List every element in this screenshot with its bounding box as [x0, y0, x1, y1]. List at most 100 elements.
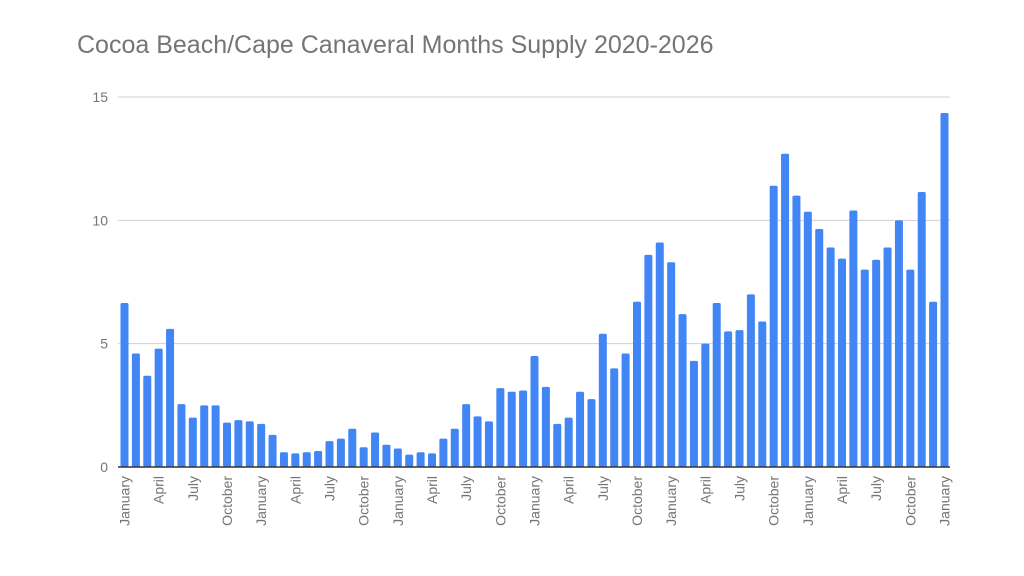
bar — [257, 423, 266, 467]
bar — [507, 391, 516, 467]
bar — [462, 404, 471, 467]
bar — [325, 441, 334, 467]
bar — [689, 360, 698, 467]
x-tick-label: January — [663, 476, 679, 526]
y-tick-label: 5 — [100, 336, 108, 352]
x-tick-label: April — [151, 476, 167, 504]
bar — [484, 421, 493, 467]
bar — [849, 210, 858, 467]
x-tick-label: October — [766, 476, 782, 526]
x-tick-label: April — [561, 476, 577, 504]
bar — [268, 434, 277, 467]
bar — [587, 399, 596, 467]
bar — [439, 438, 448, 467]
x-tick-label: July — [185, 476, 201, 501]
bar — [143, 375, 152, 467]
bar — [428, 453, 436, 467]
bar — [519, 390, 528, 467]
y-tick-label: 15 — [92, 89, 108, 105]
y-tick-label: 10 — [92, 212, 108, 228]
bar — [838, 258, 846, 467]
bar — [826, 247, 835, 467]
x-tick-label: October — [902, 476, 918, 526]
bar — [245, 421, 254, 467]
bar — [131, 353, 140, 467]
bar — [120, 302, 129, 467]
bar — [496, 388, 505, 467]
x-tick-label: July — [595, 476, 611, 501]
bar — [815, 228, 824, 467]
bar — [359, 447, 368, 467]
bar — [598, 333, 607, 467]
x-tick-label: January — [253, 476, 269, 526]
bar — [781, 153, 790, 467]
chart-title: Cocoa Beach/Cape Canaveral Months Supply… — [77, 31, 714, 59]
bar — [712, 302, 721, 467]
x-tick-label: October — [629, 476, 645, 526]
x-tick-label: January — [527, 476, 543, 526]
x-tick-label: April — [424, 476, 440, 504]
bar — [279, 452, 288, 467]
bar — [940, 113, 949, 468]
bar — [917, 191, 926, 467]
bar — [166, 328, 175, 467]
bar — [610, 368, 619, 467]
bar — [234, 420, 243, 467]
y-tick-label: 0 — [100, 459, 108, 475]
bar — [541, 386, 550, 467]
x-tick-label: January — [937, 476, 953, 526]
bar — [872, 259, 881, 467]
x-tick-label: January — [390, 476, 406, 526]
bar — [450, 428, 459, 467]
bar — [177, 404, 186, 467]
bar — [291, 453, 300, 467]
bar — [211, 405, 220, 467]
x-tick-label: July — [458, 476, 474, 501]
bar — [154, 348, 163, 467]
x-tick-label: January — [800, 476, 816, 526]
bar — [348, 428, 357, 467]
bar — [655, 242, 664, 467]
bar — [883, 247, 892, 467]
bar — [735, 330, 744, 467]
x-tick-label: April — [834, 476, 850, 504]
bar — [336, 438, 345, 467]
x-tick-label: January — [117, 476, 133, 526]
bar — [473, 416, 482, 467]
x-tick-label: October — [492, 476, 508, 526]
bar — [860, 269, 869, 467]
bar — [621, 353, 630, 467]
x-tick-label: April — [697, 476, 713, 504]
bar — [302, 452, 311, 467]
x-tick-label: October — [219, 476, 235, 526]
x-tick-label: July — [868, 476, 884, 501]
bar — [758, 321, 767, 467]
bar — [894, 220, 903, 467]
bar — [405, 454, 414, 467]
bar — [564, 417, 573, 467]
bar — [416, 452, 425, 467]
x-tick-label: April — [287, 476, 303, 504]
x-tick-label: October — [356, 476, 372, 526]
bar — [223, 422, 231, 467]
x-tick-label: July — [732, 476, 748, 501]
bar — [382, 444, 391, 467]
bar — [530, 356, 539, 467]
bar — [667, 262, 676, 467]
bar — [929, 301, 938, 467]
bar — [746, 294, 755, 467]
bar — [576, 391, 585, 467]
bar — [644, 254, 653, 467]
bar — [553, 423, 562, 467]
bar — [633, 301, 641, 467]
bar — [803, 211, 812, 467]
x-tick-label: July — [322, 476, 338, 501]
bar — [769, 185, 778, 468]
bar — [314, 450, 323, 467]
bar — [371, 432, 380, 467]
bar — [188, 417, 197, 467]
bar — [792, 195, 801, 467]
bar — [200, 405, 209, 467]
bar — [678, 314, 687, 467]
